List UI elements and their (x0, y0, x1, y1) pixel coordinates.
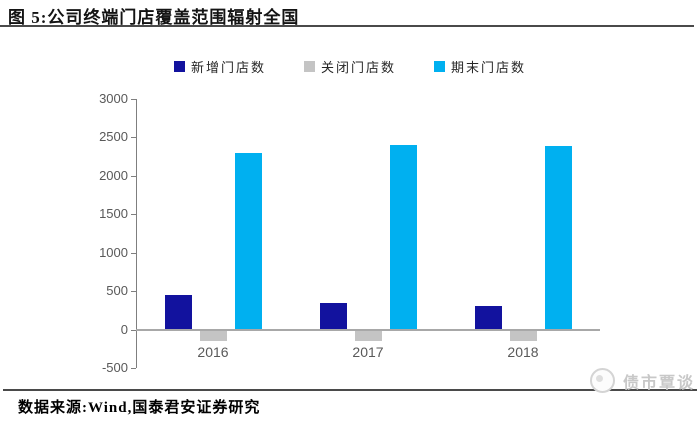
y-axis (136, 98, 137, 368)
x-axis-zero-line (136, 328, 600, 331)
bar-关闭门店数-2018 (509, 329, 537, 342)
y-axis-tick (131, 252, 136, 254)
footer-divider (3, 389, 697, 391)
data-source-note: 数据来源:Wind,国泰君安证券研究 (18, 400, 261, 416)
watermark: 债市覃谈 (590, 368, 695, 393)
legend-label: 关闭门店数 (320, 60, 396, 75)
bar-新增门店数-2016 (164, 294, 192, 330)
y-axis-tick (131, 214, 136, 215)
bar-期末门店数-2017 (389, 145, 417, 330)
title-divider (0, 25, 694, 27)
y-tick-label: -500 (101, 360, 128, 375)
legend-swatch-new-stores (173, 61, 185, 72)
y-tick-label: 1000 (99, 244, 128, 260)
y-tick-label: 2000 (99, 167, 128, 183)
bar-期末门店数-2016 (234, 153, 262, 330)
y-tick-label: 1500 (99, 206, 128, 221)
y-tick-label: 0 (120, 321, 128, 337)
bar-关闭门店数-2016 (199, 329, 227, 342)
y-tick-label: 500 (106, 283, 128, 298)
figure-title: 图 5:公司终端门店覆盖范围辐射全国 (8, 8, 300, 27)
y-axis-tick (131, 291, 136, 292)
y-tick-label: 3000 (99, 90, 128, 106)
x-category-label: 2018 (507, 344, 539, 360)
x-category-label: 2017 (352, 344, 384, 360)
legend-label: 新增门店数 (190, 60, 266, 75)
y-axis-tick (131, 175, 136, 177)
x-category-label: 2016 (197, 344, 229, 360)
y-tick-label: 2500 (99, 129, 128, 144)
watermark-logo-icon (590, 368, 615, 393)
y-axis-tick (131, 368, 136, 369)
y-axis-tick (131, 98, 136, 100)
watermark-text: 债市覃谈 (623, 374, 696, 392)
bar-关闭门店数-2017 (354, 329, 382, 342)
legend-item-new-stores: 新增门店数 (173, 57, 266, 76)
chart-legend: 新增门店数 关闭门店数 期末门店数 (0, 57, 700, 76)
bar-期末门店数-2018 (544, 146, 572, 330)
bar-新增门店数-2017 (319, 303, 347, 330)
y-axis-tick (131, 137, 136, 138)
legend-item-closed-stores: 关闭门店数 (303, 57, 396, 76)
y-axis-tick (131, 329, 136, 331)
legend-swatch-period-end-stores (434, 61, 445, 72)
legend-item-period-end-stores: 期末门店数 (434, 57, 526, 76)
legend-swatch-closed-stores (303, 61, 315, 72)
legend-label: 期末门店数 (451, 60, 527, 75)
bar-新增门店数-2018 (474, 306, 502, 330)
